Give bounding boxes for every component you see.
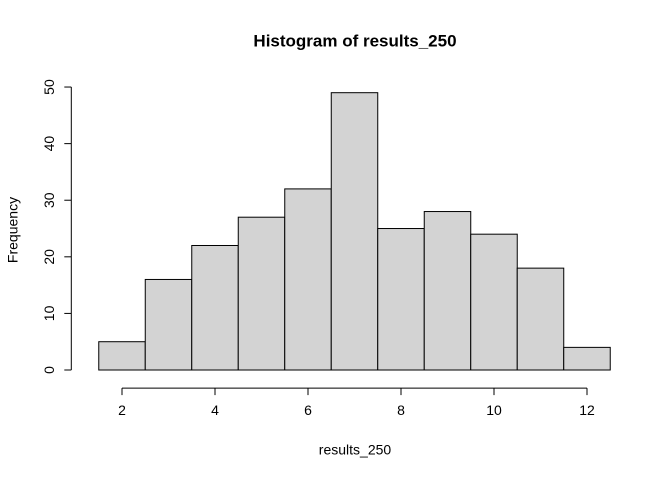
- x-tick-label: 6: [304, 402, 312, 418]
- x-tick-label: 4: [211, 402, 219, 418]
- bar: [191, 244, 239, 371]
- x-axis-label: results_250: [319, 442, 392, 458]
- y-tick-label: 50: [41, 79, 57, 95]
- bar: [237, 216, 286, 371]
- x-tick-label: 8: [397, 402, 405, 418]
- bar: [563, 346, 611, 371]
- y-tick-label: 30: [41, 192, 57, 208]
- y-tick-label: 0: [41, 366, 57, 374]
- y-tick-label: 10: [41, 305, 57, 321]
- y-tick-label: 20: [41, 249, 57, 265]
- bar: [516, 267, 565, 371]
- bar: [377, 228, 425, 371]
- x-tick-label: 2: [118, 402, 126, 418]
- bar: [330, 92, 379, 371]
- chart-title: Histogram of results_250: [253, 31, 456, 50]
- bar: [423, 211, 472, 371]
- y-axis-label: Frequency: [5, 197, 21, 263]
- bar: [144, 278, 193, 371]
- y-tick-label: 40: [41, 136, 57, 152]
- bar: [284, 188, 332, 371]
- bar: [470, 233, 518, 371]
- x-tick-label: 10: [486, 402, 502, 418]
- x-tick-label: 12: [579, 402, 595, 418]
- bar: [98, 341, 146, 371]
